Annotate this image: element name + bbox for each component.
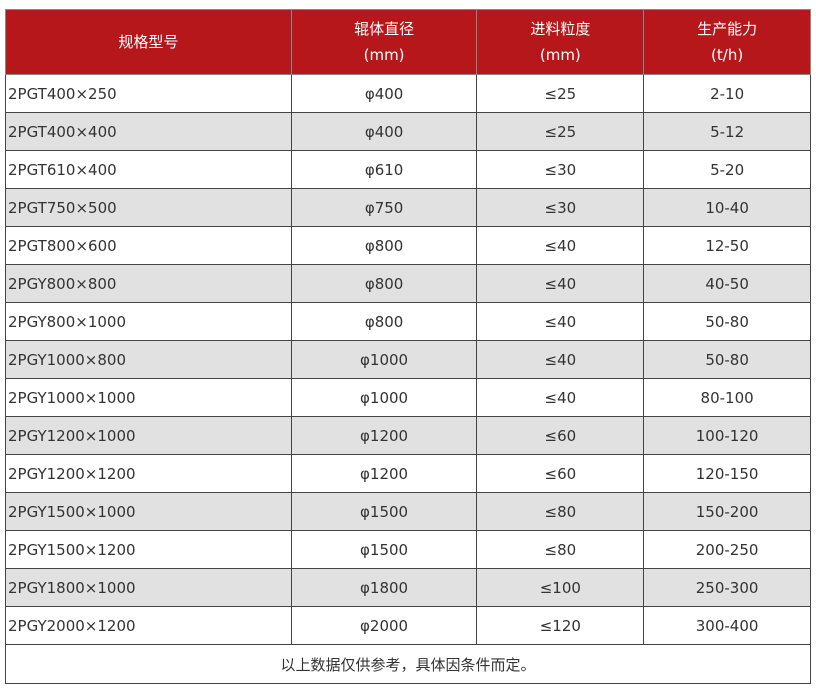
table-row: 2PGY1500×1000 φ1500 ≤80 150-200 [5, 492, 811, 531]
table-row: 2PGY1000×800 φ1000 ≤40 50-80 [5, 340, 811, 379]
diameter-cell: φ610 [290, 150, 478, 189]
table-row: 2PGT400×250 φ400 ≤25 2-10 [5, 74, 811, 113]
feed-size-cell: ≤80 [476, 530, 645, 569]
model-cell: 2PGY800×1000 [5, 302, 292, 341]
table-row: 2PGT400×400 φ400 ≤25 5-12 [5, 112, 811, 151]
table-row: 2PGT750×500 φ750 ≤30 10-40 [5, 188, 811, 227]
table-row: 2PGT800×600 φ800 ≤40 12-50 [5, 226, 811, 265]
capacity-cell: 2-10 [643, 74, 811, 113]
model-cell: 2PGY1000×1000 [5, 378, 292, 417]
table-row: 2PGY1800×1000 φ1800 ≤100 250-300 [5, 568, 811, 607]
header-row: 规格型号 辊体直径 (mm) 进料粒度 (mm) 生产能力 (t/h) [5, 9, 811, 75]
model-cell: 2PGT610×400 [5, 150, 292, 189]
model-cell: 2PGT800×600 [5, 226, 292, 265]
diameter-cell: φ400 [290, 74, 478, 113]
header-unit: (mm) [539, 46, 581, 64]
header-unit: (t/h) [711, 46, 744, 64]
table-row: 2PGY1200×1000 φ1200 ≤60 100-120 [5, 416, 811, 455]
capacity-cell: 12-50 [643, 226, 811, 265]
feed-size-cell: ≤100 [476, 568, 645, 607]
capacity-cell: 80-100 [643, 378, 811, 417]
feed-size-cell: ≤30 [476, 188, 645, 227]
diameter-cell: φ800 [290, 264, 478, 303]
column-header: 规格型号 [5, 9, 292, 75]
diameter-cell: φ1200 [290, 416, 478, 455]
model-cell: 2PGY1500×1200 [5, 530, 292, 569]
model-cell: 2PGY1800×1000 [5, 568, 292, 607]
feed-size-cell: ≤40 [476, 264, 645, 303]
feed-size-cell: ≤80 [476, 492, 645, 531]
feed-size-cell: ≤40 [476, 340, 645, 379]
capacity-cell: 100-120 [643, 416, 811, 455]
capacity-cell: 300-400 [643, 606, 811, 645]
table-row: 2PGT610×400 φ610 ≤30 5-20 [5, 150, 811, 189]
model-cell: 2PGT400×250 [5, 74, 292, 113]
column-header: 进料粒度 (mm) [476, 9, 645, 75]
model-cell: 2PGY800×800 [5, 264, 292, 303]
capacity-cell: 150-200 [643, 492, 811, 531]
feed-size-cell: ≤40 [476, 226, 645, 265]
feed-size-cell: ≤60 [476, 416, 645, 455]
feed-size-cell: ≤25 [476, 112, 645, 151]
header-title: 辊体直径 [354, 20, 415, 38]
model-cell: 2PGY1500×1000 [5, 492, 292, 531]
table-row: 2PGY1000×1000 φ1000 ≤40 80-100 [5, 378, 811, 417]
diameter-cell: φ800 [290, 226, 478, 265]
feed-size-cell: ≤40 [476, 302, 645, 341]
table-row: 2PGY1200×1200 φ1200 ≤60 120-150 [5, 454, 811, 493]
header-unit: (mm) [363, 46, 405, 64]
capacity-cell: 200-250 [643, 530, 811, 569]
capacity-cell: 5-12 [643, 112, 811, 151]
capacity-cell: 50-80 [643, 340, 811, 379]
diameter-cell: φ2000 [290, 606, 478, 645]
model-cell: 2PGT400×400 [5, 112, 292, 151]
diameter-cell: φ750 [290, 188, 478, 227]
diameter-cell: φ1500 [290, 492, 478, 531]
table-row: 2PGY800×800 φ800 ≤40 40-50 [5, 264, 811, 303]
footnote: 以上数据仅供参考，具体因条件而定。 [5, 644, 811, 684]
diameter-cell: φ800 [290, 302, 478, 341]
diameter-cell: φ1000 [290, 378, 478, 417]
table-row: 2PGY2000×1200 φ2000 ≤120 300-400 [5, 606, 811, 645]
capacity-cell: 250-300 [643, 568, 811, 607]
column-header: 辊体直径 (mm) [290, 9, 478, 75]
diameter-cell: φ400 [290, 112, 478, 151]
feed-size-cell: ≤30 [476, 150, 645, 189]
spec-table: 规格型号 辊体直径 (mm) 进料粒度 (mm) 生产能力 (t/h) 2PGT400×25… [5, 9, 811, 684]
model-cell: 2PGY2000×1200 [5, 606, 292, 645]
diameter-cell: φ1000 [290, 340, 478, 379]
diameter-cell: φ1800 [290, 568, 478, 607]
table-row: 2PGY800×1000 φ800 ≤40 50-80 [5, 302, 811, 341]
capacity-cell: 5-20 [643, 150, 811, 189]
model-cell: 2PGY1200×1000 [5, 416, 292, 455]
capacity-cell: 40-50 [643, 264, 811, 303]
table-row: 2PGY1500×1200 φ1500 ≤80 200-250 [5, 530, 811, 569]
capacity-cell: 10-40 [643, 188, 811, 227]
capacity-cell: 50-80 [643, 302, 811, 341]
model-cell: 2PGY1200×1200 [5, 454, 292, 493]
feed-size-cell: ≤60 [476, 454, 645, 493]
diameter-cell: φ1500 [290, 530, 478, 569]
header-title: 规格型号 [118, 33, 179, 51]
model-cell: 2PGT750×500 [5, 188, 292, 227]
diameter-cell: φ1200 [290, 454, 478, 493]
feed-size-cell: ≤25 [476, 74, 645, 113]
feed-size-cell: ≤40 [476, 378, 645, 417]
column-header: 生产能力 (t/h) [643, 9, 811, 75]
header-title: 生产能力 [697, 20, 758, 38]
feed-size-cell: ≤120 [476, 606, 645, 645]
model-cell: 2PGY1000×800 [5, 340, 292, 379]
header-title: 进料粒度 [530, 20, 591, 38]
capacity-cell: 120-150 [643, 454, 811, 493]
